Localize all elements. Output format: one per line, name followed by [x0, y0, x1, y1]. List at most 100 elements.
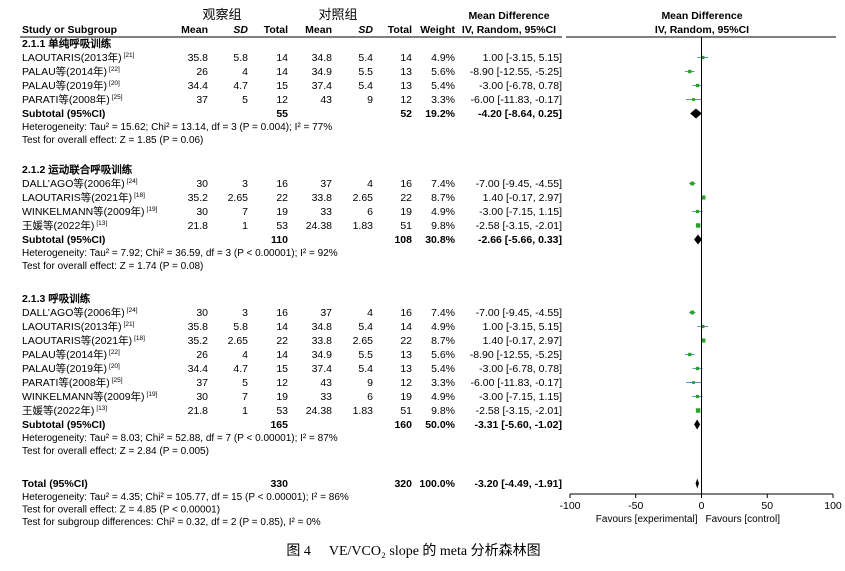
study-n-exp: 19 — [276, 206, 288, 218]
study-point — [701, 338, 706, 343]
total-ci-text: -3.20 [-4.49, -1.91] — [474, 478, 562, 490]
study-mean-ctrl: 37 — [320, 178, 332, 190]
figure-caption: 图 4 VE/VCO₂ slope 的 meta 分析森林图 — [0, 540, 845, 560]
study-n-ctrl: 14 — [400, 52, 412, 64]
study-n-exp: 14 — [276, 321, 288, 333]
study-n-exp: 14 — [276, 52, 288, 64]
x-axis-tick-label: 100 — [824, 500, 842, 512]
study-point — [701, 324, 705, 329]
study-sd-exp: 3 — [242, 178, 248, 190]
study-name: PALAU等(2014年) [22] — [22, 65, 120, 78]
study-ci-text: 1.00 [-3.15, 5.15] — [483, 321, 562, 333]
subtotal-ci-text: -3.31 [-5.60, -1.02] — [474, 419, 562, 431]
study-name: 王媛等(2022年) [13] — [22, 404, 107, 417]
study-mean-exp: 35.8 — [188, 52, 209, 64]
total-label: Total (95%CI) — [22, 478, 88, 490]
study-ci-text: -2.58 [-3.15, -2.01] — [476, 220, 562, 232]
study-sd-exp: 4 — [242, 66, 248, 78]
study-weight: 7.4% — [431, 307, 455, 319]
study-n-ctrl: 13 — [400, 349, 412, 361]
study-weight: 3.3% — [431, 94, 455, 106]
study-mean-exp: 37 — [196, 377, 208, 389]
study-weight: 8.7% — [431, 192, 455, 204]
study-mean-exp: 34.4 — [188, 363, 209, 375]
study-name: PALAU等(2014年) [22] — [22, 348, 120, 361]
header-md-subtitle: IV, Random, 95%CI — [462, 24, 556, 36]
favours-experimental-label: Favours [experimental] — [596, 514, 698, 525]
study-mean-exp: 37 — [196, 94, 208, 106]
study-n-exp: 15 — [276, 363, 288, 375]
subgroup-overall-effect: Test for overall effect: Z = 1.74 (P = 0… — [22, 261, 203, 272]
footer-statistic: Test for overall effect: Z = 4.85 (P < 0… — [22, 505, 220, 516]
study-point — [695, 209, 700, 214]
study-weight: 5.4% — [431, 363, 455, 375]
study-weight: 4.9% — [431, 206, 455, 218]
study-mean-ctrl: 34.9 — [312, 66, 333, 78]
study-sd-ctrl: 9 — [367, 94, 373, 106]
subgroup-heterogeneity: Heterogeneity: Tau² = 7.92; Chi² = 36.59… — [22, 248, 338, 259]
study-n-exp: 12 — [276, 377, 288, 389]
study-sd-exp: 1 — [242, 220, 248, 232]
study-ci-text: -3.00 [-7.15, 1.15] — [479, 391, 562, 403]
study-point — [695, 408, 701, 413]
study-n-ctrl: 16 — [400, 307, 412, 319]
study-n-exp: 19 — [276, 391, 288, 403]
study-name: DALL’AGO等(2006年) [24] — [22, 177, 138, 190]
study-ci-text: -8.90 [-12.55, -5.25] — [470, 66, 562, 78]
study-sd-ctrl: 5.4 — [358, 52, 373, 64]
study-ci-text: 1.40 [-0.17, 2.97] — [483, 192, 562, 204]
x-axis-tick-label: -100 — [559, 500, 580, 512]
header-mean-ctrl: Mean — [305, 24, 332, 36]
study-ci-text: 1.40 [-0.17, 2.97] — [483, 335, 562, 347]
study-name: 王媛等(2022年) [13] — [22, 219, 107, 232]
study-mean-ctrl: 24.38 — [306, 220, 332, 232]
subtotal-n-exp: 165 — [270, 419, 288, 431]
x-axis-tick-label: 0 — [699, 500, 705, 512]
header-mean-exp: Mean — [181, 24, 208, 36]
study-n-exp: 16 — [276, 307, 288, 319]
study-mean-exp: 30 — [196, 206, 208, 218]
study-ci-text: -3.00 [-6.78, 0.78] — [479, 363, 562, 375]
study-mean-exp: 21.8 — [188, 405, 209, 417]
subtotal-n-ctrl: 160 — [394, 419, 412, 431]
study-point — [701, 195, 706, 200]
study-name: PALAU等(2019年) [20] — [22, 79, 120, 92]
study-n-ctrl: 19 — [400, 206, 412, 218]
study-point — [695, 394, 700, 399]
header-sd-ctrl: SD — [358, 24, 373, 36]
study-name: PARATI等(2008年) [25] — [22, 376, 123, 389]
study-n-exp: 15 — [276, 80, 288, 92]
study-sd-ctrl: 2.65 — [353, 192, 374, 204]
study-n-ctrl: 22 — [400, 335, 412, 347]
study-weight: 9.8% — [431, 405, 455, 417]
header-study: Study or Subgroup — [22, 24, 117, 36]
study-name: LAOUTARIS等(2021年) [18] — [22, 334, 145, 347]
header-group-control: 对照组 — [318, 7, 357, 22]
study-n-ctrl: 13 — [400, 66, 412, 78]
study-sd-exp: 2.65 — [228, 192, 249, 204]
study-point — [695, 223, 701, 228]
study-point — [695, 83, 700, 88]
subtotal-weight: 30.8% — [425, 234, 455, 246]
study-mean-exp: 35.2 — [188, 335, 209, 347]
study-n-exp: 53 — [276, 220, 288, 232]
study-name: WINKELMANN等(2009年) [19] — [22, 390, 158, 403]
study-n-ctrl: 51 — [400, 220, 412, 232]
study-name: DALL’AGO等(2006年) [24] — [22, 306, 138, 319]
subtotal-diamond — [694, 419, 701, 430]
study-sd-exp: 7 — [242, 206, 248, 218]
subtotal-n-exp: 55 — [276, 108, 288, 120]
study-weight: 7.4% — [431, 178, 455, 190]
study-point — [701, 55, 705, 60]
subtotal-ci-text: -4.20 [-8.64, 0.25] — [478, 108, 562, 120]
total-weight: 100.0% — [419, 478, 455, 490]
study-mean-ctrl: 33 — [320, 391, 332, 403]
study-mean-ctrl: 37 — [320, 307, 332, 319]
study-sd-ctrl: 5.4 — [358, 363, 373, 375]
study-mean-ctrl: 33.8 — [312, 335, 333, 347]
study-mean-exp: 26 — [196, 66, 208, 78]
study-mean-ctrl: 37.4 — [312, 363, 333, 375]
study-n-ctrl: 19 — [400, 391, 412, 403]
subtotal-ci-text: -2.66 [-5.66, 0.33] — [478, 234, 562, 246]
subtotal-weight: 19.2% — [425, 108, 455, 120]
